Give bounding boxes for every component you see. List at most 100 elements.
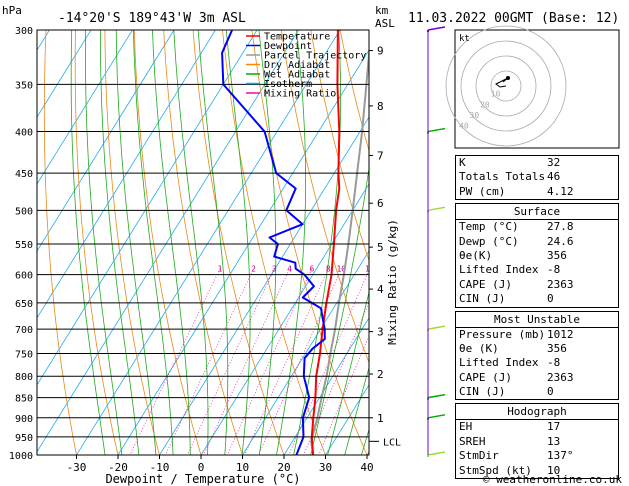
mixing-ratio-line <box>303 301 369 455</box>
km-tick-label: 1 <box>377 412 384 425</box>
x-axis-label: Dewpoint / Temperature (°C) <box>105 472 300 486</box>
index-value: 10 <box>547 463 561 477</box>
index-value: 24.6 <box>547 234 574 248</box>
index-row: Temp (°C) 27.8 <box>456 220 618 234</box>
wind-barb-icon <box>427 206 446 212</box>
index-value: 137° <box>547 449 574 463</box>
index-row: Totals Totals 46 <box>456 170 618 184</box>
dewpoint-line <box>221 30 326 455</box>
pressure-tick-label: 900 <box>15 414 33 425</box>
pressure-tick-label: 650 <box>15 299 33 310</box>
surface-box: Surface Temp (°C) 27.8 Dewp (°C) 24.6 θe(K) 3… <box>455 203 619 308</box>
km-tick-label: 8 <box>377 100 384 113</box>
wet-adiabat-line <box>132 30 174 455</box>
storm-motion-icon <box>506 76 510 80</box>
index-row: EH 17 <box>456 420 618 434</box>
hodograph-ring-label: 20 <box>480 100 490 109</box>
legend-label: Parcel Trajectory <box>264 51 366 62</box>
index-value: -8 <box>547 356 561 370</box>
hpa-label: hPa <box>2 4 22 17</box>
mixing-ratio-label: 2 <box>251 265 256 274</box>
wet-adiabat-line <box>276 30 306 455</box>
lcl-label: LCL <box>383 437 401 448</box>
km-tick-label: 5 <box>377 241 384 254</box>
dry-adiabat-line <box>163 30 243 455</box>
legend-label: Dry Adiabat <box>264 60 330 71</box>
index-value: 32 <box>547 156 561 169</box>
pressure-tick-label: 850 <box>15 394 33 405</box>
mixing-ratio-label: 16 <box>365 265 375 274</box>
index-label: SREH <box>459 434 486 448</box>
x-tick-label: 40 <box>360 461 373 474</box>
index-row: StmSpd (kt) 10 <box>456 464 618 478</box>
hodograph-ring <box>445 25 567 147</box>
isotherm-line <box>200 183 369 455</box>
hodograph-ring-label: 10 <box>491 90 501 99</box>
pressure-tick-label: 450 <box>15 169 33 180</box>
dry-adiabat-line <box>74 30 119 455</box>
km-tick-label: 7 <box>377 149 384 162</box>
wet-adiabat-line <box>197 30 229 455</box>
legend-label: Isotherm <box>264 79 312 90</box>
wet-adiabat-line <box>344 366 369 455</box>
pressure-tick-label: 300 <box>15 26 33 37</box>
index-row: K 32 <box>456 156 618 170</box>
dry-adiabat-line <box>192 30 285 455</box>
index-row: Lifted Index -8 <box>456 356 618 370</box>
wet-adiabat-line <box>258 30 277 455</box>
index-row: θe (K) 356 <box>456 342 618 356</box>
km-label: km <box>375 4 389 17</box>
dry-adiabat-line <box>280 30 369 364</box>
index-row: CAPE (J) 2363 <box>456 371 618 385</box>
mixing-ratio-line <box>244 268 329 455</box>
most-unstable-title: Most Unstable <box>456 312 618 328</box>
index-label: K <box>459 156 466 169</box>
km-tick-label: 6 <box>377 197 384 210</box>
copyright: © weatheronline.co.uk <box>483 473 622 486</box>
index-label: StmSpd (kt) <box>459 463 532 477</box>
isotherm-line <box>242 250 369 455</box>
index-row: θe(K) 356 <box>456 249 618 263</box>
dry-adiabat-line <box>339 30 369 153</box>
index-row: StmDir 137° <box>456 449 618 463</box>
hodograph-ring <box>490 70 522 102</box>
datetime-title: 11.03.2022 00GMT (Base: 12) <box>408 11 619 26</box>
isotherm-line <box>76 30 341 455</box>
dry-adiabat-line <box>624 6 629 473</box>
location-title: -14°20'S 189°43'W 3m ASL <box>58 11 246 26</box>
index-label: PW (cm) <box>459 184 506 198</box>
dry-adiabat-line <box>104 30 160 455</box>
isotherm-line <box>283 317 369 455</box>
index-value: 2363 <box>547 277 574 291</box>
pressure-tick-label: 500 <box>15 206 33 217</box>
dry-adiabat-line <box>251 30 368 455</box>
index-value: 356 <box>547 341 567 355</box>
dry-adiabat-line <box>43 30 77 455</box>
most-unstable-box: Most Unstable Pressure (mb) 1012 θe (K) 356… <box>455 310 619 401</box>
mixing-ratio-label: 3 <box>272 265 277 274</box>
pressure-tick-label: 750 <box>15 349 33 360</box>
isotherm-line <box>37 30 216 319</box>
hodograph-frame <box>454 29 620 149</box>
hodograph-ring-label: 40 <box>459 122 469 131</box>
hodograph-table-box: Hodograph EH 17 SREH 13 StmDir 137° StmSpd (kt… <box>455 403 619 480</box>
wet-adiabat-line <box>173 30 209 455</box>
hodograph-trace <box>495 77 509 88</box>
index-row: Lifted Index -8 <box>456 263 618 277</box>
index-row: SREH 13 <box>456 435 618 449</box>
km-tick-label: 2 <box>377 368 384 381</box>
legend-label: Dewpoint <box>264 41 312 52</box>
index-value: 17 <box>547 420 561 434</box>
pressure-tick-label: 400 <box>15 128 33 139</box>
mixing-ratio-label: 1 <box>218 265 223 274</box>
wet-adiabat-line <box>70 30 106 455</box>
mixing-ratio-axis-label: Mixing Ratio (g/kg) <box>386 219 399 345</box>
hodograph-ring <box>475 55 537 117</box>
index-label: CAPE (J) <box>459 370 512 384</box>
index-row: PW (cm) 4.12 <box>456 185 618 199</box>
mixing-ratio-line <box>164 268 254 455</box>
dry-adiabat-line <box>310 30 369 262</box>
index-value: 0 <box>547 385 554 399</box>
km-tick-label: 4 <box>377 283 384 296</box>
